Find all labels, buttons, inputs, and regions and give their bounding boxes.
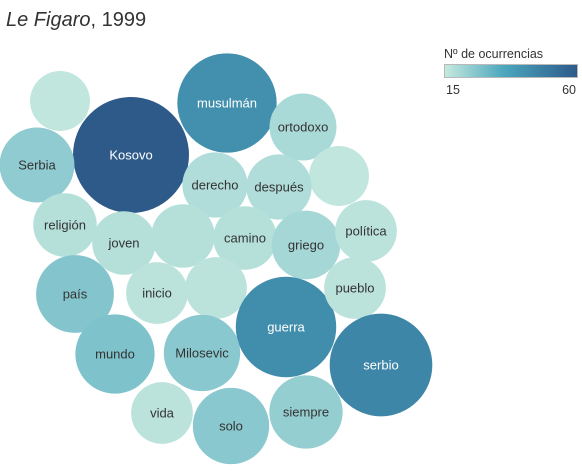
legend-min-label: 15 <box>446 83 460 97</box>
legend-gradient-bar <box>444 64 578 78</box>
bubble-circle[interactable] <box>126 262 188 324</box>
bubble-joven[interactable]: joven <box>92 211 156 275</box>
bubble-circle[interactable] <box>269 375 343 449</box>
bubble-unlabeled[interactable] <box>30 71 90 131</box>
bubble-circle[interactable] <box>73 97 189 213</box>
bubble-label: religión <box>44 218 86 233</box>
bubble-label: derecho <box>192 178 239 193</box>
bubble-circle[interactable] <box>30 71 90 131</box>
chart-title: Le Figaro, 1999 <box>6 9 146 32</box>
bubble-circle[interactable] <box>185 257 247 319</box>
bubble-circle[interactable] <box>269 93 337 161</box>
color-legend: Nº de ocurrencias 15 60 <box>444 47 580 97</box>
bubble-circle[interactable] <box>246 154 312 220</box>
bubble-unlabeled[interactable] <box>151 204 215 268</box>
bubble-label: después <box>254 180 304 195</box>
bubble-camino[interactable]: camino <box>213 206 277 270</box>
bubble-label: Kosovo <box>109 148 152 163</box>
bubble-label: ortodoxo <box>278 120 329 135</box>
bubble-siempre[interactable]: siempre <box>269 375 343 449</box>
bubble-label: guerra <box>267 320 305 335</box>
bubble-derecho[interactable]: derecho <box>182 152 248 218</box>
legend-max-label: 60 <box>562 83 576 97</box>
bubble-circle[interactable] <box>151 204 215 268</box>
bubble-guerra[interactable]: guerra <box>235 276 337 378</box>
bubble-label: siempre <box>283 405 329 420</box>
bubble-solo[interactable]: solo <box>192 387 270 465</box>
bubble-label: vida <box>150 406 175 421</box>
bubble-label: pueblo <box>335 281 374 296</box>
bubble-política[interactable]: política <box>335 200 397 262</box>
bubble-circle[interactable] <box>235 276 337 378</box>
bubble-pueblo[interactable]: pueblo <box>324 257 386 319</box>
legend-title: Nº de ocurrencias <box>444 47 544 61</box>
bubble-circle[interactable] <box>75 314 155 394</box>
bubble-circle[interactable] <box>182 152 248 218</box>
bubble-label: solo <box>219 419 243 434</box>
bubble-circle[interactable] <box>309 146 369 206</box>
bubble-circle[interactable] <box>163 314 241 392</box>
bubble-país[interactable]: país <box>36 255 114 333</box>
bubble-serbio[interactable]: serbio <box>329 313 433 417</box>
bubble-label: país <box>63 287 88 302</box>
bubble-label: Serbia <box>18 158 56 173</box>
bubble-label: inicio <box>142 286 172 301</box>
bubble-unlabeled[interactable] <box>185 257 247 319</box>
bubble-circle[interactable] <box>329 313 433 417</box>
bubble-serbia[interactable]: Serbia <box>0 127 75 203</box>
bubble-unlabeled[interactable] <box>309 146 369 206</box>
bubble-circle[interactable] <box>213 206 277 270</box>
bubble-circle[interactable] <box>0 127 75 203</box>
bubble-mundo[interactable]: mundo <box>75 314 155 394</box>
bubble-religión[interactable]: religión <box>33 193 97 257</box>
bubble-label: joven <box>107 236 139 251</box>
bubble-circle[interactable] <box>92 211 156 275</box>
bubble-circle[interactable] <box>335 200 397 262</box>
title-year: , 1999 <box>90 9 147 31</box>
bubble-circle[interactable] <box>36 255 114 333</box>
bubble-label: serbio <box>363 358 398 373</box>
bubble-kosovo[interactable]: Kosovo <box>73 97 189 213</box>
bubble-circle[interactable] <box>271 210 341 280</box>
bubble-milosevic[interactable]: Milosevic <box>163 314 241 392</box>
bubble-griego[interactable]: griego <box>271 210 341 280</box>
bubble-circle[interactable] <box>192 387 270 465</box>
bubble-inicio[interactable]: inicio <box>126 262 188 324</box>
bubble-label: musulmán <box>197 96 257 111</box>
bubble-label: griego <box>288 238 324 253</box>
bubble-vida[interactable]: vida <box>131 382 193 444</box>
bubble-musulmán[interactable]: musulmán <box>177 53 277 153</box>
bubble-label: camino <box>224 231 266 246</box>
bubble-label: política <box>345 224 387 239</box>
bubble-label: mundo <box>95 347 135 362</box>
title-source: Le Figaro <box>6 9 91 31</box>
bubble-circle[interactable] <box>177 53 277 153</box>
bubble-label: Milosevic <box>175 346 229 361</box>
bubble-circle[interactable] <box>324 257 386 319</box>
bubble-circle[interactable] <box>33 193 97 257</box>
bubble-después[interactable]: después <box>246 154 312 220</box>
bubble-circle[interactable] <box>131 382 193 444</box>
bubble-ortodoxo[interactable]: ortodoxo <box>269 93 337 161</box>
